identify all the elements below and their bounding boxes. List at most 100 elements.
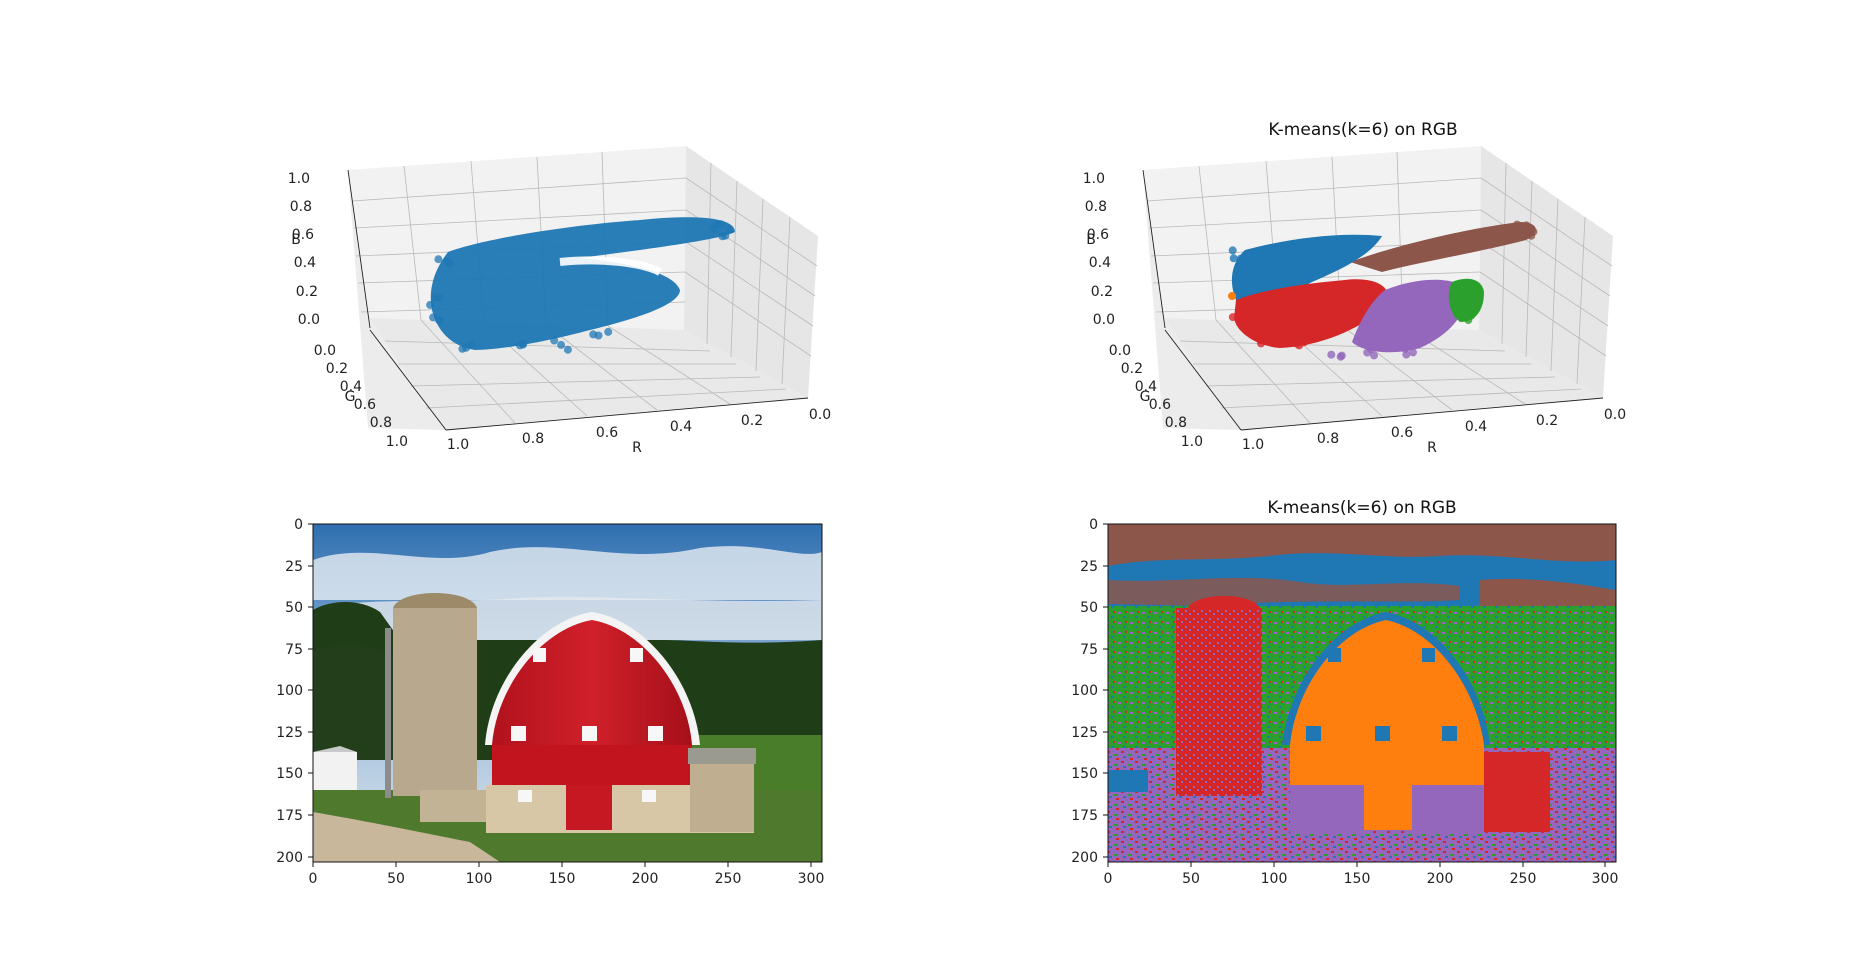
scatter-point: [1409, 348, 1417, 357]
cluster-blob: [430, 217, 735, 350]
x-ticks: [1107, 862, 1606, 867]
scatter-point: [1228, 246, 1237, 255]
cluster-blue: [1231, 234, 1382, 302]
r-tick-label: 1.0: [447, 437, 469, 453]
y-tick-label: 50: [285, 600, 303, 616]
y-ticks: [308, 523, 313, 858]
scatter-point: [519, 340, 528, 349]
r-tick-label: 0.2: [1536, 413, 1558, 429]
plot-frame: [312, 523, 823, 863]
g-tick-label: 1.0: [386, 434, 408, 450]
y-tick-label: 150: [1071, 766, 1098, 782]
y-tick-label: 75: [285, 642, 303, 658]
scatter-point: [1337, 351, 1346, 360]
y-tick-label: 100: [276, 683, 303, 699]
scatter-kmeans-panel: K-means(k=6) on RGB: [1083, 120, 1626, 456]
y-tick-label: 25: [1080, 559, 1098, 575]
scatter-point: [1522, 221, 1531, 230]
scatter-point: [1453, 310, 1462, 319]
scatter-point: [1228, 313, 1237, 322]
g-tick-label: 0.6: [1149, 397, 1171, 413]
scatter-point: [1402, 350, 1411, 359]
panel-title: K-means(k=6) on RGB: [1268, 120, 1457, 140]
b-tick-label: 0.0: [298, 312, 320, 328]
scatter-point: [563, 345, 572, 354]
b-tick-label: 0.4: [1089, 255, 1111, 271]
y-tick-label: 150: [276, 766, 303, 782]
b-tick-label: 0.6: [1087, 227, 1109, 243]
x-tick-label: 300: [1592, 871, 1619, 887]
axis-label-r: R: [1427, 440, 1437, 456]
axis-label-r: R: [632, 440, 642, 456]
r-tick-label: 0.8: [522, 431, 544, 447]
tick-labels: 1.0 0.8 0.6 0.4 0.2 0.0 0.0 0.2 0.4 0.6 …: [288, 171, 831, 453]
scatter-point: [1292, 339, 1301, 348]
cluster-orange: [1228, 292, 1236, 300]
x-tick-label: 150: [549, 871, 576, 887]
x-tick-label: 200: [1427, 871, 1454, 887]
scatter-point: [1257, 339, 1265, 348]
scatter-point: [445, 259, 454, 268]
y-tick-label: 0: [1089, 517, 1098, 533]
r-tick-label: 0.6: [596, 425, 618, 441]
panel-title: K-means(k=6) on RGB: [1267, 498, 1456, 518]
y-tick-label: 75: [1080, 642, 1098, 658]
axis-label-b: B: [291, 232, 301, 248]
r-tick-label: 1.0: [1242, 437, 1264, 453]
scatter-points: [1228, 220, 1538, 361]
x-tick-label: 0: [309, 871, 318, 887]
scatter-point: [1464, 316, 1473, 324]
x-tick-label: 100: [1261, 871, 1288, 887]
image-kmeans-panel: K-means(k=6) on RGB: [1071, 498, 1618, 887]
g-tick-label: 0.2: [1121, 361, 1143, 377]
b-tick-label: 1.0: [288, 171, 310, 187]
cluster-clouds: [1228, 222, 1536, 353]
r-tick-label: 0.6: [1391, 425, 1413, 441]
g-tick-label: 0.0: [314, 343, 336, 359]
scatter-point: [594, 331, 603, 340]
point-cloud: [430, 217, 735, 350]
plot-frame: [1107, 523, 1617, 863]
cluster-brown: [1350, 222, 1536, 272]
axis-label-b: B: [1086, 232, 1096, 248]
g-tick-label: 0.0: [1109, 343, 1131, 359]
b-tick-label: 0.8: [1085, 199, 1107, 215]
scatter-point: [1514, 226, 1523, 235]
scatter-point: [604, 327, 613, 336]
x-ticks: [312, 862, 812, 867]
scatter-point: [713, 220, 722, 229]
axis-lines: [1142, 169, 1604, 431]
y-tick-label: 25: [285, 559, 303, 575]
cluster-purple: [1352, 279, 1466, 353]
scatter-point: [426, 300, 435, 309]
y-tick-label: 175: [276, 808, 303, 824]
scatter-point: [1236, 254, 1245, 263]
scatter-point: [1327, 350, 1336, 359]
x-tick-label: 250: [715, 871, 742, 887]
scatter-point: [462, 343, 471, 352]
scatter-point: [1513, 220, 1522, 229]
y-tick-label: 175: [1071, 808, 1098, 824]
scatter-point: [1229, 254, 1238, 263]
r-tick-label: 0.2: [741, 413, 763, 429]
b-tick-label: 0.2: [1091, 284, 1113, 300]
tick-labels: 1.0 0.8 0.6 0.4 0.2 0.0 0.0 0.2 0.4 0.6 …: [1083, 171, 1626, 453]
scatter-point: [1529, 227, 1538, 236]
g-tick-label: 0.4: [340, 379, 362, 395]
y-tick-label: 125: [276, 725, 303, 741]
y-tick-label: 50: [1080, 600, 1098, 616]
y-tick-label: 200: [1071, 850, 1098, 866]
x-tick-label: 300: [798, 871, 825, 887]
b-tick-label: 0.6: [292, 227, 314, 243]
x-tick-label: 100: [466, 871, 493, 887]
x-tick-label: 0: [1104, 871, 1113, 887]
g-tick-label: 1.0: [1181, 434, 1203, 450]
r-tick-label: 0.0: [809, 407, 831, 423]
g-tick-label: 0.2: [326, 361, 348, 377]
r-tick-label: 0.4: [670, 419, 692, 435]
scatter-point: [431, 293, 439, 302]
scatter-point: [1238, 315, 1247, 324]
scatter-points: [426, 220, 734, 354]
axis-label-g: G: [1140, 389, 1151, 405]
y-tick-label: 0: [294, 517, 303, 533]
